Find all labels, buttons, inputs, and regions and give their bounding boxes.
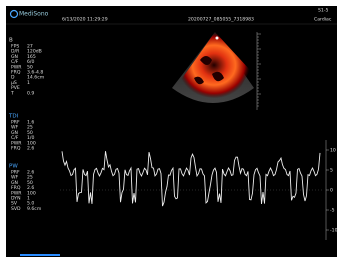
param-label: PWR [11,64,22,70]
scale-label: -10 [330,228,338,234]
param-value: 100 [27,190,36,196]
param-value: 27 [27,44,33,50]
param-value: 9.6cm [27,206,42,212]
param-value: 3.6-4.8 [27,70,43,76]
param-label: μS [11,80,17,86]
param-label: GN [11,130,18,136]
param-label: PWR [11,190,22,196]
param-label: GN [11,180,18,186]
param-label: WF [11,125,19,131]
param-label: SV [11,201,18,207]
param-label: PRF [11,120,20,126]
param-label: D/R [11,49,20,55]
param-value: 2.6 [27,185,34,191]
section-title: B [9,38,13,44]
param-label: DYN [11,196,21,202]
param-value: 0.9 [27,90,34,96]
scale-label: -5 [330,208,335,214]
param-label: T [10,90,14,96]
param-value: 25 [27,175,33,181]
progress-bar [20,254,60,256]
param-value: 165 [27,54,36,60]
param-value: 14.6cm [27,75,45,81]
param-label: FRQ [11,185,21,191]
param-label: C/F [11,59,19,65]
scale-label: 0 [330,188,333,194]
param-label: FRQ [11,70,21,76]
param-value: 50 [27,64,33,70]
param-value: 50 [27,180,33,186]
param-value: 1.6 [27,120,34,126]
focus-marker [216,37,219,40]
param-value: 50 [27,130,33,136]
param-label: PRF [11,170,20,176]
param-label: FRQ [11,146,21,152]
param-value: 120dB [27,49,42,55]
param-label: FPS [11,44,19,50]
param-label: D [11,75,15,81]
section-title: TDI [8,114,19,120]
param-label: PWR [11,140,22,146]
probe: S1-5 [318,8,328,14]
param-label: PVE [11,85,20,91]
param-value: 2.6 [27,146,34,152]
param-value: 6/0 [27,59,34,65]
ultrasound-screen: MediSono 6/13/2020 11:29:29 20200727_085… [0,0,343,262]
param-value: 1 [27,196,30,202]
preset: Cardiac [314,17,332,23]
exam-id: 20200727_085055_7318983 [188,17,254,23]
param-label: C/F [11,135,19,141]
section-title: PW [9,164,18,170]
param-value: 5.0 [27,201,34,207]
logo: MediSono [19,11,49,18]
param-label: GN [11,54,18,60]
param-value: 1/0 [27,135,34,141]
param-label: WF [11,175,19,181]
param-value: 2.6 [27,170,34,176]
param-label: SVD [11,206,21,212]
scale-label: 5 [330,168,333,174]
screen-background [6,6,337,257]
datetime: 6/13/2020 11:29:29 [62,17,108,23]
param-value: 25 [27,125,33,131]
param-value: 100 [27,140,36,146]
param-value: 1 [27,80,30,86]
scale-label: 10 [330,148,336,154]
